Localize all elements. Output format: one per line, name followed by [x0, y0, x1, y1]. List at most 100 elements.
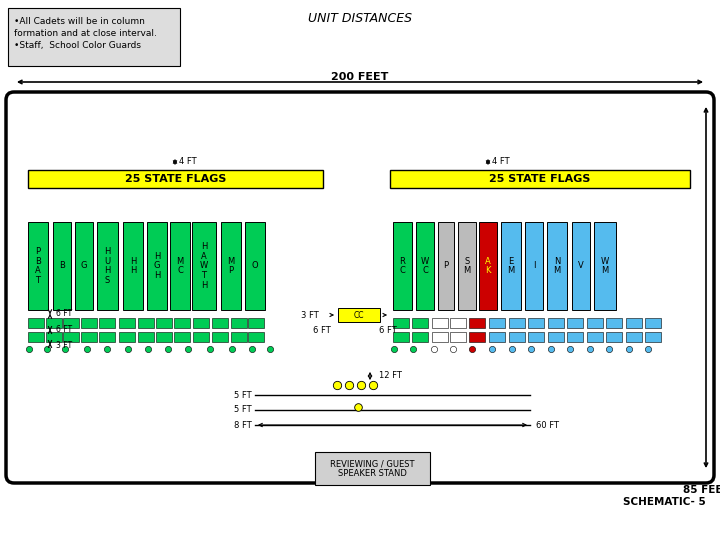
Bar — [567, 332, 583, 342]
Bar — [53, 222, 71, 310]
Bar — [528, 332, 544, 342]
Bar — [231, 332, 247, 342]
Text: 4 FT: 4 FT — [492, 158, 510, 166]
Bar — [412, 318, 428, 328]
Bar — [547, 222, 567, 310]
Text: 4 FT: 4 FT — [179, 158, 197, 166]
Bar — [509, 332, 525, 342]
Text: 6 FT: 6 FT — [56, 326, 72, 334]
Text: S
M: S M — [464, 256, 471, 275]
Bar — [28, 222, 48, 310]
Text: P
B
A
T: P B A T — [35, 247, 41, 285]
Bar — [438, 222, 454, 310]
Bar — [63, 318, 79, 328]
Bar — [63, 332, 79, 342]
Text: 25 STATE FLAGS: 25 STATE FLAGS — [125, 174, 226, 184]
Bar — [416, 222, 434, 310]
Bar — [548, 318, 564, 328]
Text: O: O — [252, 261, 258, 271]
Bar — [489, 332, 505, 342]
Bar — [28, 170, 323, 188]
Bar — [193, 332, 209, 342]
Bar — [469, 318, 485, 328]
Bar — [567, 318, 583, 328]
Text: 25 STATE FLAGS: 25 STATE FLAGS — [490, 174, 590, 184]
Text: E
M: E M — [508, 256, 515, 275]
Text: 8 FT: 8 FT — [234, 421, 252, 429]
Bar — [156, 332, 172, 342]
Text: 6 FT: 6 FT — [379, 326, 397, 335]
Bar — [119, 318, 135, 328]
Bar — [489, 318, 505, 328]
Bar — [390, 170, 690, 188]
Text: UNIT DISTANCES: UNIT DISTANCES — [308, 12, 412, 25]
Bar — [75, 222, 93, 310]
Bar — [245, 222, 265, 310]
Text: H
U
H
S: H U H S — [104, 247, 111, 285]
Bar — [138, 332, 154, 342]
Bar — [587, 318, 603, 328]
Text: 5 FT: 5 FT — [235, 390, 252, 400]
Text: 60 FT: 60 FT — [536, 421, 559, 429]
Bar — [46, 332, 62, 342]
Bar — [645, 332, 661, 342]
Bar — [192, 222, 216, 310]
Bar — [46, 318, 62, 328]
Bar — [81, 318, 97, 328]
Text: G: G — [81, 261, 87, 271]
Bar — [587, 332, 603, 342]
Bar — [645, 318, 661, 328]
Bar — [469, 332, 485, 342]
Text: V: V — [578, 261, 584, 271]
Text: REVIEWING / GUEST
SPEAKER STAND: REVIEWING / GUEST SPEAKER STAND — [330, 459, 415, 478]
Bar — [606, 318, 622, 328]
Text: M
P: M P — [228, 256, 235, 275]
Text: H
H: H H — [130, 256, 136, 275]
Bar — [606, 332, 622, 342]
Bar — [501, 222, 521, 310]
Text: CC: CC — [354, 310, 364, 320]
Text: R
C: R C — [400, 256, 405, 275]
Bar — [248, 318, 264, 328]
Bar — [594, 222, 616, 310]
Text: W
C: W C — [421, 256, 429, 275]
Bar — [248, 332, 264, 342]
Text: 85 FEET: 85 FEET — [683, 485, 720, 495]
Bar — [99, 332, 115, 342]
Text: H
A
W
T
H: H A W T H — [200, 242, 208, 290]
Text: formation and at close interval.: formation and at close interval. — [14, 29, 157, 38]
Text: I: I — [533, 261, 535, 271]
Bar — [193, 318, 209, 328]
Text: B: B — [59, 261, 65, 271]
Bar — [450, 332, 466, 342]
Bar — [174, 318, 190, 328]
Bar — [147, 222, 167, 310]
Bar — [97, 222, 118, 310]
Bar — [509, 318, 525, 328]
Bar — [123, 222, 143, 310]
Text: 5 FT: 5 FT — [235, 406, 252, 415]
Bar — [432, 318, 448, 328]
Text: N
M: N M — [554, 256, 561, 275]
Bar — [525, 222, 543, 310]
Bar — [212, 318, 228, 328]
Bar — [231, 318, 247, 328]
Text: 200 FEET: 200 FEET — [331, 72, 389, 82]
Text: 12 FT: 12 FT — [379, 372, 402, 381]
Bar — [170, 222, 190, 310]
Text: P: P — [444, 261, 449, 271]
Bar — [450, 318, 466, 328]
Text: 3 FT: 3 FT — [301, 310, 319, 320]
Bar — [28, 332, 44, 342]
Bar — [572, 222, 590, 310]
Bar — [458, 222, 476, 310]
Bar — [528, 318, 544, 328]
Bar — [393, 318, 409, 328]
Bar — [548, 332, 564, 342]
Bar — [315, 452, 430, 485]
Text: 6 FT: 6 FT — [56, 309, 72, 319]
Bar — [221, 222, 241, 310]
Bar — [81, 332, 97, 342]
Bar — [28, 318, 44, 328]
Bar — [626, 318, 642, 328]
